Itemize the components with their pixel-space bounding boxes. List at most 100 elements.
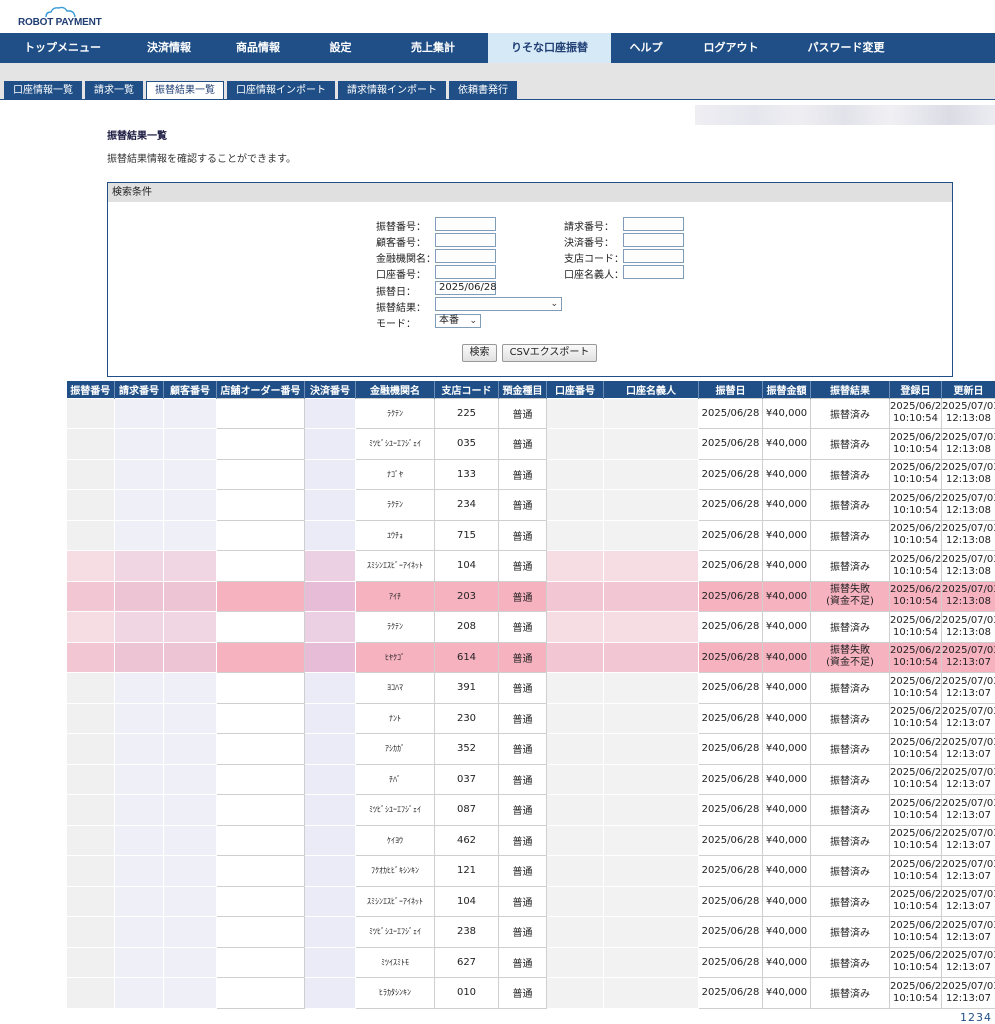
- masked-account-no: [546, 520, 604, 551]
- nav-item-4[interactable]: 売上集計: [411, 41, 455, 54]
- transfer-result: 振替済み: [810, 977, 890, 1009]
- table-row[interactable]: ﾋﾗｶﾀｼﾝｷﾝ 010 普通 2025/06/28 ¥40,000 振替済み 2025/0…: [66, 977, 995, 1009]
- account-no-input[interactable]: [435, 265, 496, 279]
- subtab-1[interactable]: 請求一覧: [85, 81, 143, 100]
- nav-item-0[interactable]: トップメニュー: [24, 41, 101, 54]
- nav-item-5[interactable]: りそな口座振替: [488, 33, 611, 63]
- masked-customer-no: [163, 886, 217, 917]
- table-row[interactable]: ｱｼｶｶﾞ 352 普通 2025/06/28 ¥40,000 振替済み 2025/06/2…: [66, 733, 995, 765]
- mode-select[interactable]: 本番 ⌄: [435, 314, 481, 328]
- subtab-3[interactable]: 口座情報インポート: [227, 81, 335, 100]
- table-row[interactable]: ﾐﾂﾋﾞｼﾕｰｴﾌｼﾞｪｲ 238 普通 2025/06/28 ¥40,000 振替済み 2…: [66, 916, 995, 948]
- table-row[interactable]: ｽﾐｼﾝｴｽﾋﾞｰｱｲﾈｯﾄ 104 普通 2025/06/28 ¥40,000 振替済み…: [66, 885, 995, 917]
- masked-payment-no: [304, 947, 356, 978]
- transfer-result-label: 振替結果：: [376, 303, 426, 314]
- transfer-amount: ¥40,000: [762, 794, 811, 826]
- transfer-amount: ¥40,000: [762, 916, 811, 948]
- table-row[interactable]: ｱｲﾁ 203 普通 2025/06/28 ¥40,000 振替失敗 (資金不足) 2025/…: [66, 580, 995, 612]
- branch-code-input[interactable]: [623, 249, 684, 263]
- nav-item-3[interactable]: 設定: [329, 41, 352, 54]
- masked-payment-no: [304, 642, 356, 673]
- nav-item-8[interactable]: パスワード変更: [807, 41, 885, 54]
- deposit-type: 普通: [498, 977, 547, 1009]
- nav-item-2[interactable]: 商品情報: [236, 41, 280, 54]
- masked-account-holder: [603, 428, 699, 459]
- subtab-0[interactable]: 口座情報一覧: [4, 81, 82, 100]
- column-header: 振替結果: [810, 381, 890, 398]
- table-row[interactable]: ﾌｸｵｶﾋﾋﾞｷｼﾝｷﾝ 121 普通 2025/06/28 ¥40,000 振替済み 20…: [66, 855, 995, 887]
- registered-at: 2025/06/2010:10:54: [889, 641, 942, 673]
- masked-user-info: [695, 105, 995, 125]
- transfer-amount: ¥40,000: [762, 977, 811, 1009]
- masked-invoice-no: [114, 459, 164, 490]
- masked-account-holder: [603, 764, 699, 795]
- page-link-2[interactable]: 2: [968, 1011, 975, 1024]
- transfer-result-select[interactable]: ⌄: [435, 297, 562, 311]
- page-link-3[interactable]: 3: [976, 1011, 983, 1024]
- furikae-no-input[interactable]: [435, 217, 496, 231]
- transfer-result: 振替済み: [810, 458, 890, 490]
- transfer-result: 振替済み: [810, 519, 890, 551]
- registered-at: 2025/06/2010:10:54: [889, 763, 942, 795]
- furikae-no-label: 振替番号：: [376, 222, 426, 233]
- deposit-type: 普通: [498, 428, 547, 460]
- table-row[interactable]: ﾋﾔｸｺﾞ 614 普通 2025/06/28 ¥40,000 振替失敗 (資金不足) 202…: [66, 641, 995, 673]
- bank-name: ﾐﾂﾋﾞｼﾕｰｴﾌｼﾞｪｲ: [355, 794, 435, 826]
- deposit-type: 普通: [498, 763, 547, 795]
- customer-no-label: 顧客番号：: [376, 238, 426, 249]
- masked-invoice-no: [114, 764, 164, 795]
- branch-code: 133: [434, 458, 499, 490]
- masked-account-holder: [603, 611, 699, 642]
- subtab-4[interactable]: 請求情報インポート: [338, 81, 446, 100]
- masked-account-holder: [603, 794, 699, 825]
- column-header: 預金種目: [498, 381, 547, 398]
- subtab-5[interactable]: 依頼書発行: [449, 81, 517, 100]
- account-holder-input[interactable]: [623, 265, 684, 279]
- masked-furikae-no: [66, 428, 115, 459]
- masked-payment-no: [304, 916, 356, 947]
- table-row[interactable]: ｽﾐｼﾝｴｽﾋﾞｰｱｲﾈｯﾄ 104 普通 2025/06/28 ¥40,000 振替済み…: [66, 550, 995, 582]
- column-header: 振替番号: [66, 381, 115, 398]
- registered-at: 2025/06/2010:10:54: [889, 885, 942, 917]
- masked-payment-no: [304, 489, 356, 520]
- search-button[interactable]: 検索: [462, 344, 497, 362]
- nav-item-1[interactable]: 決済情報: [147, 41, 191, 54]
- robot-payment-logo[interactable]: ROBOT PAYMENT: [18, 6, 108, 30]
- column-header: 金融機関名: [355, 381, 435, 398]
- customer-no-input[interactable]: [435, 233, 496, 247]
- masked-account-no: [546, 642, 604, 673]
- invoice-no-input[interactable]: [623, 217, 684, 231]
- branch-code: 462: [434, 824, 499, 856]
- transfer-amount: ¥40,000: [762, 763, 811, 795]
- masked-invoice-no: [114, 398, 164, 429]
- transfer-date-input[interactable]: 2025/06/28: [435, 281, 497, 295]
- table-row[interactable]: ﾐﾂｲｽﾐﾄﾓ 627 普通 2025/06/28 ¥40,000 振替済み 2025/06…: [66, 946, 995, 978]
- bank-name: ﾗｸﾃﾝ: [355, 397, 435, 429]
- table-row[interactable]: ﾐﾂﾋﾞｼﾕｰｴﾌｼﾞｪｲ 087 普通 2025/06/28 ¥40,000 振替済み 2…: [66, 794, 995, 826]
- registered-at: 2025/06/2010:10:54: [889, 824, 942, 856]
- nav-item-7[interactable]: ログアウト: [703, 41, 759, 54]
- payment-no-input[interactable]: [623, 233, 684, 247]
- page-link-1[interactable]: 1: [960, 1011, 967, 1024]
- sub-tabs: 口座情報一覧 請求一覧 振替結果一覧 口座情報インポート 請求情報インポート 依頼書発行: [4, 81, 520, 100]
- table-row[interactable]: ﾐﾂﾋﾞｼﾕｰｴﾌｼﾞｪｲ 035 普通 2025/06/28 ¥40,000 振替済み 2…: [66, 428, 995, 460]
- bank-name: ｽﾐｼﾝｴｽﾋﾞｰｱｲﾈｯﾄ: [355, 885, 435, 917]
- subtab-2[interactable]: 振替結果一覧: [146, 81, 224, 100]
- bank-name-input[interactable]: [435, 249, 496, 263]
- masked-customer-no: [163, 550, 217, 581]
- csv-export-button[interactable]: CSVエクスポート: [502, 344, 597, 362]
- masked-account-holder: [603, 886, 699, 917]
- nav-item-6[interactable]: ヘルプ: [629, 41, 663, 54]
- page-link-4[interactable]: 4: [984, 1011, 991, 1024]
- masked-account-no: [546, 703, 604, 734]
- masked-furikae-no: [66, 611, 115, 642]
